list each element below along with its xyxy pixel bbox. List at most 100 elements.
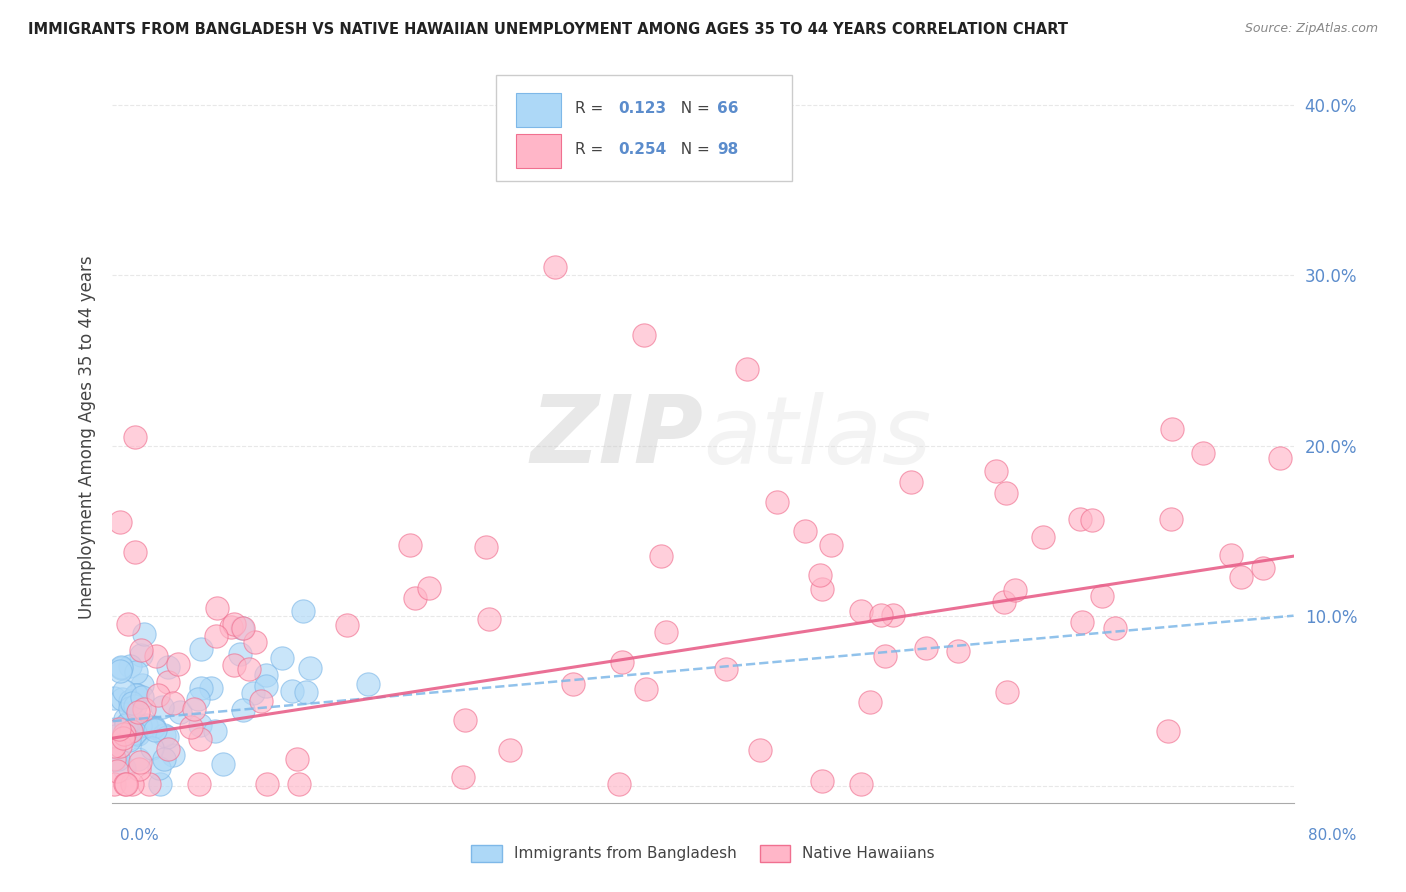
Point	[146, 688, 169, 702]
Point	[1091, 589, 1114, 603]
Point	[148, 761, 170, 775]
Point	[256, 777, 278, 791]
Point	[544, 260, 567, 274]
Point	[131, 678, 153, 692]
Bar	[516, 135, 561, 168]
Point	[1004, 582, 1026, 597]
Point	[103, 752, 125, 766]
Point	[295, 685, 318, 699]
Point	[188, 718, 211, 732]
Point	[1104, 621, 1126, 635]
Point	[562, 677, 585, 691]
Point	[127, 705, 149, 719]
Point	[188, 732, 211, 747]
Point	[232, 703, 254, 717]
Point	[112, 761, 135, 775]
Point	[1157, 724, 1180, 739]
Point	[607, 777, 630, 791]
Point	[118, 694, 141, 708]
Point	[875, 648, 897, 663]
Point	[915, 640, 938, 655]
Point	[1192, 446, 1215, 460]
Point	[114, 777, 136, 791]
Point	[120, 658, 142, 673]
Text: 80.0%: 80.0%	[1309, 828, 1357, 843]
Point	[117, 617, 139, 632]
Point	[335, 618, 357, 632]
Point	[190, 642, 212, 657]
Point	[242, 686, 264, 700]
Point	[650, 549, 672, 563]
Point	[125, 688, 148, 702]
Point	[121, 696, 143, 710]
Point	[110, 661, 132, 675]
Point	[107, 752, 129, 766]
Point	[117, 732, 139, 747]
Point	[357, 677, 380, 691]
Point	[150, 700, 173, 714]
Point	[142, 720, 165, 734]
Point	[190, 681, 212, 695]
Point	[103, 739, 125, 753]
Point	[292, 604, 315, 618]
Point	[1081, 513, 1104, 527]
Point	[183, 702, 205, 716]
Point	[1230, 569, 1253, 583]
Point	[128, 719, 150, 733]
Point	[612, 655, 634, 669]
Point	[793, 524, 815, 538]
Point	[124, 430, 146, 444]
Text: IMMIGRANTS FROM BANGLADESH VS NATIVE HAWAIIAN UNEMPLOYMENT AMONG AGES 35 TO 44 Y: IMMIGRANTS FROM BANGLADESH VS NATIVE HAW…	[28, 22, 1069, 37]
Point	[145, 649, 167, 664]
Point	[135, 717, 157, 731]
Point	[634, 682, 657, 697]
Point	[129, 648, 152, 663]
Point	[655, 625, 678, 640]
Point	[254, 679, 277, 693]
Text: 0.254: 0.254	[619, 142, 666, 157]
Point	[129, 643, 152, 657]
Text: R =: R =	[575, 142, 609, 157]
Point	[114, 712, 136, 726]
Point	[205, 628, 228, 642]
Bar	[516, 93, 561, 127]
Point	[249, 694, 271, 708]
Point	[167, 657, 190, 671]
Point	[120, 724, 142, 739]
Point	[121, 777, 143, 791]
Point	[188, 777, 211, 791]
Point	[143, 723, 166, 737]
Point	[127, 727, 149, 741]
Point	[104, 722, 127, 736]
Point	[232, 621, 254, 635]
Point	[1251, 560, 1274, 574]
FancyBboxPatch shape	[496, 75, 792, 181]
Text: 0.0%: 0.0%	[120, 828, 159, 843]
Point	[127, 752, 149, 766]
Point	[224, 617, 246, 632]
Point	[714, 662, 737, 676]
Point	[104, 752, 127, 766]
Text: 0.123: 0.123	[619, 101, 666, 116]
Point	[169, 705, 191, 719]
Text: ZIP: ZIP	[530, 391, 703, 483]
Text: Source: ZipAtlas.com: Source: ZipAtlas.com	[1244, 22, 1378, 36]
Point	[115, 777, 138, 791]
Point	[1032, 530, 1054, 544]
Point	[103, 691, 125, 706]
Point	[162, 696, 184, 710]
Point	[287, 777, 309, 791]
Point	[478, 612, 501, 626]
Point	[122, 727, 145, 741]
Point	[104, 729, 127, 743]
Point	[127, 688, 149, 702]
Point	[138, 777, 160, 791]
Point	[285, 752, 308, 766]
Point	[454, 713, 477, 727]
Point	[112, 683, 135, 698]
Point	[1071, 615, 1094, 629]
Text: 66: 66	[717, 101, 738, 116]
Point	[200, 681, 222, 696]
Point	[1219, 548, 1241, 562]
Point	[108, 739, 131, 754]
